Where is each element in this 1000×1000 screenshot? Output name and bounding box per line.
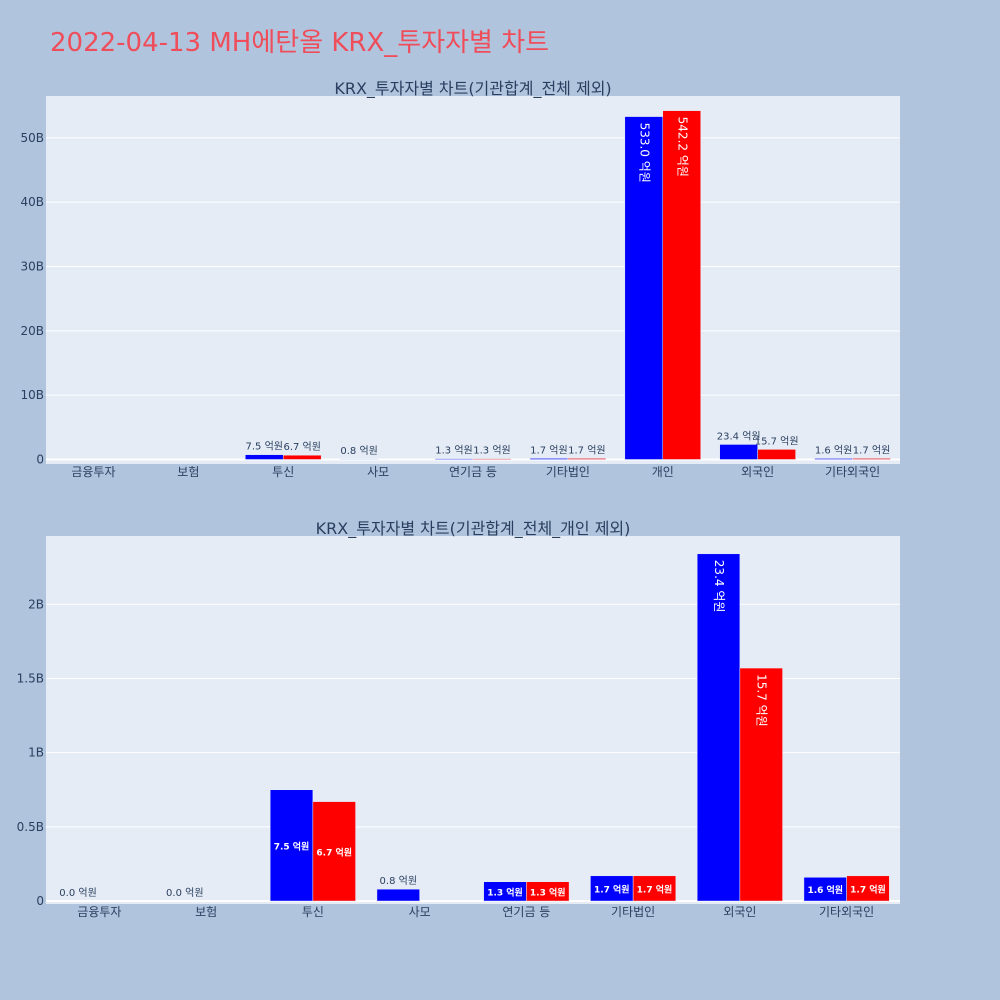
x-tick-label: 연기금 등 [449,465,497,479]
sell-bar [632,875,677,902]
bar-value-label: 7.5 억원 [246,441,283,453]
y-tick-label: 40B [20,195,44,209]
x-tick-label: 보험 [195,905,217,919]
bar-value-label: 0.8 억원 [380,875,417,887]
y-tick-label: 0.5B [17,820,44,834]
x-tick-label: 외국인 [741,465,774,479]
sell-bar [526,881,570,902]
buy-bar [624,116,664,460]
x-tick-label: 연기금 등 [502,905,550,919]
sell-bar [567,458,607,460]
x-tick-label: 기타법인 [611,905,655,919]
x-tick-label: 외국인 [723,905,756,919]
y-tick-label: 0 [36,894,44,908]
y-tick-label: 1B [28,746,44,760]
buy-bar [339,458,379,460]
y-tick-label: 1.5B [17,671,44,685]
buy-bar [376,888,420,902]
sell-bar [739,667,783,902]
bar-value-label: 0.0 억원 [59,887,96,899]
x-tick-label: 기타외국인 [825,465,880,479]
buy-bar [434,458,474,460]
x-tick-label: 개인 [652,465,674,479]
chart-title: KRX_투자자별 차트(기관합계_전체 제외) [334,79,611,99]
bar-value-label: 1.7 억원 [850,883,886,895]
buy-bar [245,454,284,460]
bar-value-label: 1.3 억원 [530,886,566,898]
y-tick-label: 30B [20,259,44,273]
bar-value-label: 1.7 억원 [568,444,605,456]
sell-bar [472,458,512,460]
bar-value-label: 23.4 억원 [712,560,726,613]
sell-bar [312,801,356,902]
x-tick-label: 사모 [409,905,431,919]
bar-value-label: 7.5 억원 [274,840,310,852]
chart-investor-excl-inst-total-individual: KRX_투자자별 차트(기관합계_전체_개인 제외) 0 0.5B 1B 1.5B 2B 금… [17,519,900,919]
bar-value-label: 1.7 억원 [594,883,630,895]
bar-value-label: 1.3 억원 [487,886,523,898]
bar-value-label: 1.6 억원 [815,444,852,456]
sell-bar [662,110,701,460]
bar-value-label: 1.3 억원 [435,445,472,457]
bar-value-label: 15.7 억원 [755,674,769,727]
x-tick-label: 보험 [177,465,199,479]
buy-bar [696,553,741,902]
bar-value-label: 0.8 억원 [340,445,377,457]
x-tick-label: 사모 [367,465,389,479]
x-tick-label: 기타법인 [546,465,590,479]
buy-bar [814,458,853,460]
page-title: 2022-04-13 MH에탄올 KRX_투자자별 차트 [50,28,550,58]
bar-value-label: 0.0 억원 [166,887,203,899]
y-tick-label: 10B [20,388,44,402]
bar-value-label: 1.3 억원 [473,445,510,457]
y-tick-label: 50B [20,131,44,145]
chart-title: KRX_투자자별 차트(기관합계_전체_개인 제외) [316,519,631,539]
bar-value-label: 1.7 억원 [853,444,890,456]
x-tick-label: 기타외국인 [819,905,874,919]
buy-bar [590,875,634,902]
sell-bar [846,875,890,902]
bar-value-label: 1.7 억원 [530,444,567,456]
x-tick-label: 금융투자 [71,465,115,479]
buy-bar [719,444,758,460]
bar-value-label: 6.7 억원 [316,846,352,858]
bar-value-label: 533.0 억원 [637,123,651,183]
y-tick-label: 2B [28,597,44,611]
x-tick-label: 투신 [302,905,324,919]
sell-bar [282,454,322,460]
bar-value-label: 15.7 억원 [755,435,799,447]
chart-investor-excl-inst-total: KRX_투자자별 차트(기관합계_전체 제외) 0 10B 20B 30B 40B 50B 금… [20,79,900,479]
x-tick-label: 금융투자 [77,905,121,919]
x-tick-label: 투신 [272,465,294,479]
bar-value-label: 6.7 억원 [283,441,320,453]
bar-value-label: 1.7 억원 [637,883,673,895]
bar-value-label: 542.2 억원 [675,117,689,177]
bar-value-label: 1.6 억원 [807,884,843,896]
y-tick-label: 20B [20,324,44,338]
buy-bar [269,789,314,902]
bar-value-label: 23.4 억원 [717,430,761,442]
y-tick-label: 0 [36,452,44,466]
plot-area [46,96,900,464]
sell-bar [757,449,796,460]
sell-bar [852,458,891,460]
buy-bar [529,458,569,460]
